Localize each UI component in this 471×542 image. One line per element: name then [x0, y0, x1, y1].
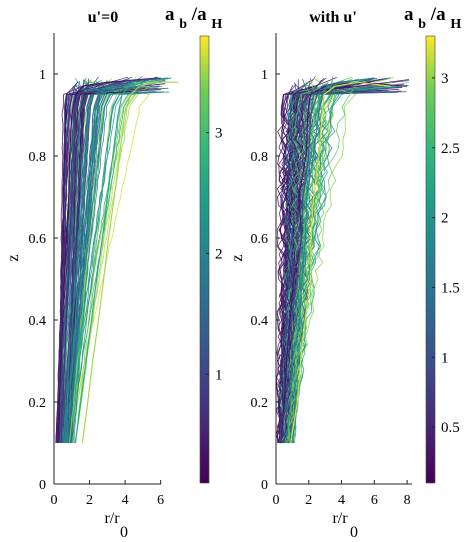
- x-tick-label: 2: [305, 493, 312, 508]
- ticks-left: 0 2 4 6 0 0.2 0.4 0.6 0.8 1: [29, 68, 165, 508]
- colorbar-frame-left: [199, 35, 210, 484]
- profile-line: [285, 76, 333, 444]
- series-line: [60, 77, 161, 444]
- profile-line: [292, 83, 327, 444]
- profile-line: [286, 88, 357, 444]
- colorbar-tick-label: 1: [441, 350, 449, 366]
- colorbar-ticks-left: 1 2 3: [206, 126, 223, 383]
- y-tick-label: 0.8: [29, 150, 47, 165]
- series-line: [74, 77, 172, 444]
- colorbar-ticks-right: 0.5 1 1.5 2 2.5 3: [432, 71, 460, 436]
- x-axis-label-sub-right: 0: [350, 524, 358, 541]
- profile-line: [71, 81, 121, 444]
- x-axis-label-sub-left: 0: [120, 524, 128, 541]
- profile-line: [66, 82, 143, 444]
- panel-left: 0 2 4 6 0 0.2 0.4 0.6 0.8 1 u'=0 z r/r 0 1 2 3 a b …: [5, 4, 223, 541]
- colorbar-tick-label: 1: [215, 367, 223, 383]
- profile-line: [67, 81, 166, 444]
- y-tick-label: 0.4: [251, 314, 269, 329]
- y-tick-label: 0.2: [251, 396, 269, 411]
- y-tick-label: 0.6: [251, 232, 269, 247]
- colorbar-title-mid-left: /a: [191, 4, 207, 25]
- x-axis-label-left: r/r: [104, 510, 120, 527]
- y-axis-label-right: z: [229, 254, 246, 261]
- colorbar-tick-label: 0.5: [441, 420, 460, 436]
- profile-line: [62, 76, 133, 444]
- series-line: [57, 77, 158, 444]
- panel-title-right: with u': [309, 9, 357, 26]
- panel-title-left: u'=0: [88, 9, 118, 26]
- series-line: [285, 77, 375, 444]
- colorbar-title-left: a b /a H: [165, 4, 222, 33]
- x-tick-label: 6: [157, 493, 164, 508]
- profile-line: [62, 75, 144, 444]
- profile-line: [61, 78, 89, 444]
- colorbar-frame-right: [425, 35, 436, 484]
- plot-area-right: [275, 75, 410, 444]
- profile-line: [280, 84, 383, 444]
- colorbar-title-mid-right: /a: [430, 4, 446, 25]
- series-line: [67, 77, 168, 444]
- x-tick-label: 0: [51, 493, 58, 508]
- colorbar-title-sub2-right: H: [450, 17, 461, 32]
- colorbar-title-sub2-left: H: [211, 17, 222, 32]
- series-line: [81, 81, 179, 444]
- colorbar-title-sub1-left: b: [179, 17, 187, 32]
- x-axis-label-right: r/r: [332, 510, 348, 527]
- colorbar-title-sub1-right: b: [418, 17, 426, 32]
- x-tick-label: 8: [404, 493, 411, 508]
- colorbar-title-main-right: a: [404, 4, 414, 25]
- series-line: [280, 81, 408, 444]
- profile-line: [285, 81, 310, 444]
- y-tick-label: 1: [261, 68, 268, 83]
- y-axis-label-left: z: [5, 254, 22, 261]
- colorbar-tick-label: 2.5: [441, 141, 460, 157]
- colorbar-left: [200, 36, 209, 483]
- colorbar-tick-label: 3: [441, 71, 449, 87]
- profile-line: [56, 83, 166, 444]
- y-tick-label: 1: [39, 68, 46, 83]
- ticks-right: 0 2 4 6 8 0 0.2 0.4 0.6 0.8 1: [251, 68, 411, 508]
- colorbar-title-right: a b /a H: [404, 4, 461, 33]
- colorbar-tick-label: 1.5: [441, 280, 460, 296]
- y-tick-label: 0.4: [29, 314, 47, 329]
- profile-line: [69, 80, 144, 444]
- profile-line: [60, 91, 124, 444]
- y-tick-label: 0: [261, 478, 268, 493]
- profile-line: [68, 88, 120, 444]
- y-tick-label: 0.6: [29, 232, 47, 247]
- colorbar-tick-label: 3: [215, 126, 223, 142]
- y-tick-label: 0.8: [251, 150, 269, 165]
- profile-line: [70, 77, 156, 444]
- x-tick-label: 6: [371, 493, 378, 508]
- series-line: [290, 81, 391, 444]
- y-tick-label: 0: [39, 478, 46, 493]
- colorbar-title-main-left: a: [165, 4, 175, 25]
- x-tick-label: 4: [122, 493, 129, 508]
- plot-area-left: [55, 75, 179, 444]
- x-tick-label: 4: [338, 493, 345, 508]
- x-tick-label: 0: [273, 493, 280, 508]
- panel-right: 0 2 4 6 8 0 0.2 0.4 0.6 0.8 1 with u' z r/r 0 0.5 1…: [229, 4, 461, 541]
- x-tick-label: 2: [86, 493, 93, 508]
- colorbar-tick-label: 2: [215, 246, 223, 262]
- colorbar-right: [426, 36, 435, 483]
- y-tick-label: 0.2: [29, 396, 47, 411]
- colorbar-tick-label: 2: [441, 211, 449, 227]
